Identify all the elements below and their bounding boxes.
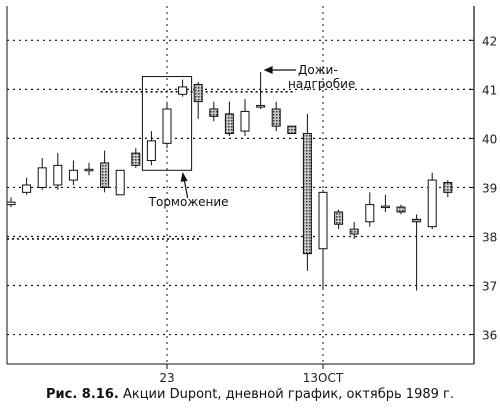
candle xyxy=(427,172,437,230)
candle-body xyxy=(318,191,328,250)
annotation-label-slowdown: Торможение xyxy=(148,195,229,209)
candle-body xyxy=(287,125,297,135)
y-tick-label: 38 xyxy=(482,230,497,244)
arrow-head xyxy=(180,171,188,182)
candle-body xyxy=(84,168,94,172)
candle xyxy=(365,192,375,227)
candle xyxy=(224,101,234,136)
x-axis: 23 13OCT xyxy=(159,364,344,385)
candles xyxy=(6,72,453,291)
candle xyxy=(6,197,16,208)
candle xyxy=(22,177,32,195)
candle xyxy=(271,101,281,132)
candle-body xyxy=(6,201,16,206)
candle-body xyxy=(443,182,453,193)
candle xyxy=(100,150,110,193)
candle-body xyxy=(193,83,203,103)
candle-body xyxy=(224,113,234,135)
candle xyxy=(302,113,312,271)
candle-body xyxy=(412,218,422,223)
candle-body xyxy=(271,108,281,127)
x-tick-label: 13OCT xyxy=(303,371,344,385)
y-tick-label: 41 xyxy=(482,83,497,97)
candle-body xyxy=(209,108,219,117)
candle-body xyxy=(380,205,390,209)
y-tick-label: 37 xyxy=(482,280,497,294)
candle-body xyxy=(396,206,406,213)
candle xyxy=(318,189,328,288)
candle xyxy=(131,148,141,168)
highlight-box xyxy=(141,76,193,171)
figure-caption: Рис. 8.16. Акции Dupont, дневной график,… xyxy=(0,387,500,402)
candle-body xyxy=(115,169,125,196)
annotation-label-doji: надгробие xyxy=(288,77,355,91)
y-tick-label: 42 xyxy=(482,34,497,48)
annotation-label-doji: Дожи- xyxy=(298,63,338,77)
candle xyxy=(209,101,219,122)
candle xyxy=(193,82,203,119)
candle-body xyxy=(53,164,63,186)
candle-body xyxy=(256,105,266,108)
candle-body xyxy=(37,167,47,188)
candle xyxy=(443,180,453,198)
candle xyxy=(412,214,422,291)
candle xyxy=(256,72,266,109)
x-tick-label: 23 xyxy=(159,371,174,385)
annotations: Торможение Дожи-надгробие xyxy=(141,63,355,209)
candle xyxy=(162,101,172,149)
candle-body xyxy=(100,162,110,188)
candle-body xyxy=(240,110,250,132)
candle-body xyxy=(22,184,32,193)
plot-frame xyxy=(6,6,475,365)
candle xyxy=(84,162,94,176)
candle-body xyxy=(178,86,188,95)
y-tick-label: 40 xyxy=(482,132,497,146)
candle xyxy=(334,209,344,230)
candle xyxy=(115,169,125,196)
arrow-head xyxy=(263,66,273,74)
candle xyxy=(240,99,250,136)
figure-caption-text: Акции Dupont, дневной график, октябрь 19… xyxy=(118,387,454,402)
candlestick-chart: 36 37 38 39 40 41 42 23 13OCT Торможение Дожи-на… xyxy=(6,6,497,385)
candle-body xyxy=(365,204,375,223)
candle-body xyxy=(68,169,78,181)
candle-body xyxy=(349,228,359,235)
candle-body xyxy=(162,108,172,144)
candle xyxy=(287,125,297,135)
candle-body xyxy=(146,140,156,161)
figure-number: Рис. 8.16. xyxy=(46,387,119,402)
candle-body xyxy=(334,211,344,225)
candle-body xyxy=(131,152,141,166)
gridlines xyxy=(7,6,474,364)
candle-body xyxy=(302,133,312,255)
y-axis: 36 37 38 39 40 41 42 xyxy=(469,34,497,343)
candle-body xyxy=(427,179,437,228)
y-tick-label: 36 xyxy=(482,329,497,343)
candle xyxy=(380,194,390,212)
candle xyxy=(396,204,406,215)
candle xyxy=(68,160,78,185)
candle xyxy=(53,153,63,190)
y-tick-label: 39 xyxy=(482,181,497,195)
candle xyxy=(349,221,359,239)
candle xyxy=(178,79,188,97)
candle xyxy=(146,131,156,166)
candle xyxy=(37,158,47,190)
